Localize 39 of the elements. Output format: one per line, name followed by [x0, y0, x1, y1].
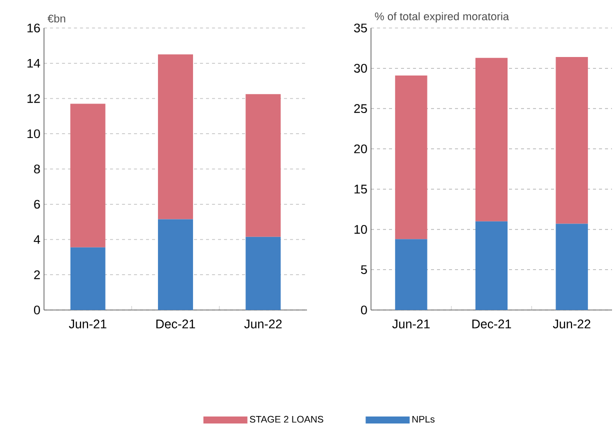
- y-tick-label: 15: [354, 184, 367, 194]
- y-tick-label: 8: [34, 164, 40, 174]
- bar: [475, 221, 508, 310]
- y-tick-label: 20: [354, 144, 367, 154]
- y-tick-label: 10: [354, 225, 367, 234]
- x-tick-label: Jun-22: [244, 320, 282, 328]
- y-tick-label: 5: [361, 265, 367, 274]
- y-tick-label: 16: [28, 24, 40, 32]
- bar: [556, 224, 588, 310]
- x-tick-label: Dec-21: [156, 320, 196, 328]
- y-tick-label: 12: [28, 94, 40, 103]
- y-tick-label: 25: [354, 104, 367, 113]
- x-tick-label: Jun-21: [68, 320, 106, 328]
- y-tick-label: 0: [361, 306, 367, 314]
- bar: [246, 236, 281, 310]
- bar: [395, 76, 428, 240]
- y-axis-title: €bn: [48, 14, 66, 22]
- bar: [475, 58, 508, 222]
- y-tick-label: 6: [34, 200, 40, 209]
- bar: [246, 94, 281, 237]
- bar: [70, 104, 106, 248]
- y-tick-label: 4: [34, 235, 40, 244]
- bar: [70, 247, 106, 310]
- bar: [158, 54, 194, 220]
- legend-label: STAGE 2 LOANS: [250, 416, 324, 423]
- bar: [556, 57, 588, 224]
- y-tick-label: 14: [28, 58, 40, 68]
- y-tick-label: 2: [34, 270, 40, 280]
- y-tick-label: 0: [34, 306, 40, 314]
- x-tick-label: Jun-22: [552, 320, 590, 328]
- bar: [395, 239, 428, 310]
- bar: [158, 219, 194, 310]
- y-tick-label: 35: [354, 24, 367, 32]
- x-tick-label: Dec-21: [472, 320, 512, 328]
- y-axis-title: % of total expired moratoria: [374, 12, 510, 22]
- y-tick-label: 30: [354, 64, 367, 73]
- y-tick-label: 10: [28, 129, 40, 138]
- x-tick-label: Jun-21: [392, 320, 430, 328]
- legend-label: NPLs: [412, 416, 435, 423]
